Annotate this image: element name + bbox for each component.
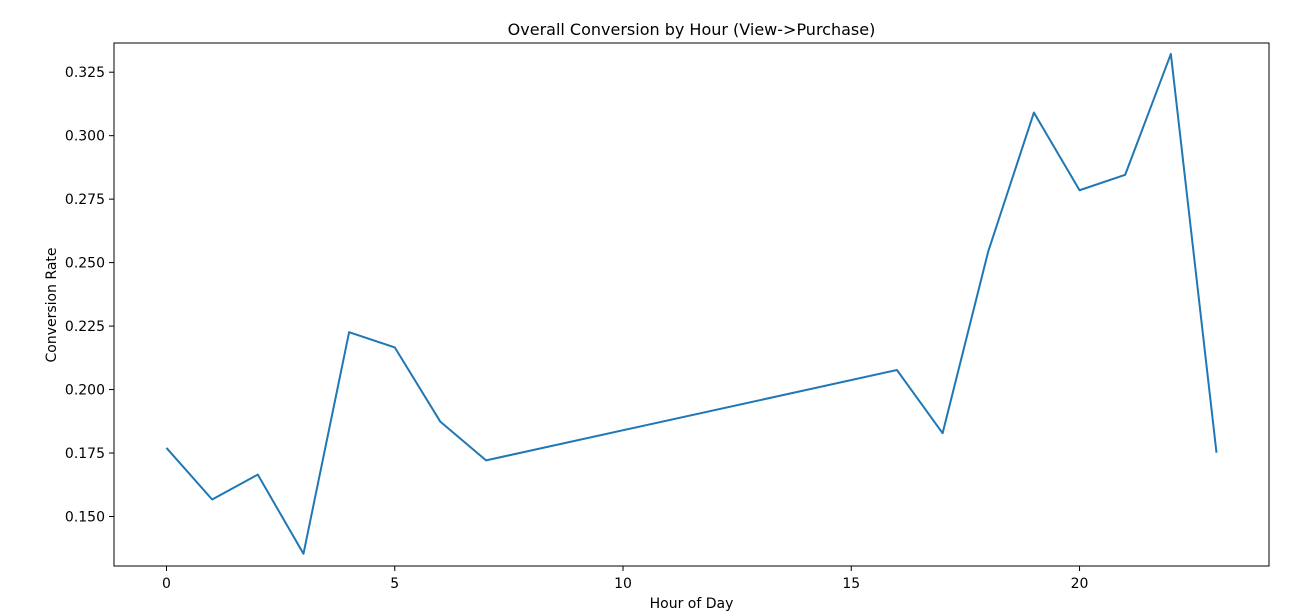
x-axis-ticks: 0 5 10 15 20 bbox=[162, 566, 1088, 592]
x-tick-label: 15 bbox=[842, 576, 860, 592]
x-tick-label: 10 bbox=[614, 576, 632, 592]
x-tick-label: 20 bbox=[1071, 576, 1089, 592]
y-axis-ticks: 0.150 0.175 0.200 0.225 0.250 0.275 0.300 0.325 bbox=[65, 65, 114, 525]
y-tick-label: 0.200 bbox=[65, 383, 105, 399]
plot-area bbox=[165, 52, 1218, 555]
y-axis-label: Conversion Rate bbox=[44, 247, 60, 362]
y-tick-label: 0.150 bbox=[65, 509, 105, 525]
y-tick-label: 0.275 bbox=[65, 192, 105, 208]
x-axis-label: Hour of Day bbox=[650, 596, 734, 611]
x-tick-label: 5 bbox=[390, 576, 399, 592]
y-tick-label: 0.175 bbox=[65, 446, 105, 462]
y-tick-label: 0.300 bbox=[65, 129, 105, 145]
chart-title: Overall Conversion by Hour (View->Purcha… bbox=[508, 20, 876, 39]
series-line bbox=[165, 52, 1218, 555]
plot-frame bbox=[113, 42, 1270, 567]
x-tick-label: 0 bbox=[162, 576, 171, 592]
y-tick-label: 0.225 bbox=[65, 319, 105, 335]
y-tick-label: 0.250 bbox=[65, 256, 105, 272]
y-tick-label: 0.325 bbox=[65, 65, 105, 81]
